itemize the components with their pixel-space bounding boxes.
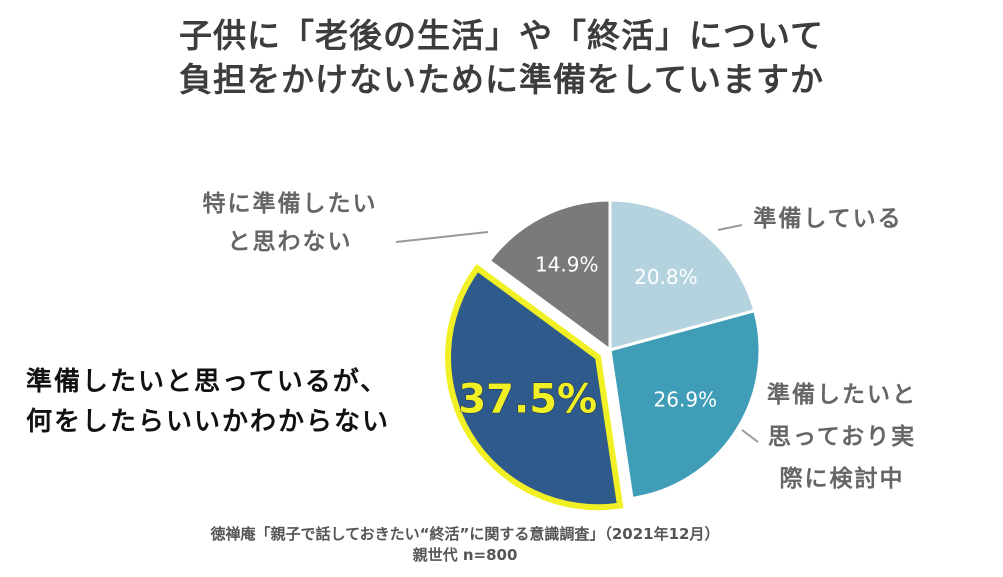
- slice-category-line: 特に準備したい: [203, 190, 378, 217]
- slice-value-label-1: 20.8%: [634, 265, 698, 289]
- slice-category-line: 際に検討中: [780, 465, 905, 492]
- pie-slice-2: [608, 308, 762, 501]
- chart-title: 子供に「老後の生活」や「終活」について 負担をかけないために準備をしていますか: [0, 14, 1003, 102]
- slice-category-label-4: 特に準備したいと思わない: [203, 190, 378, 255]
- title-line-2: 負担をかけないために準備をしていますか: [178, 60, 824, 99]
- slice-category-line: 思っており実: [768, 423, 916, 450]
- slice-category-label-1: 準備している: [753, 205, 902, 232]
- slice-value-label-4: 14.9%: [535, 252, 599, 276]
- source-note: 徳禅庵「親子で話しておきたい“終活”に関する意識調査」（2021年12月） 親世…: [0, 524, 930, 566]
- leader-line-2: [741, 429, 759, 443]
- slice-value-label-3: 37.5%: [458, 376, 597, 422]
- slice-category-label-3: 準備したいと思っているが、何をしたらいいかわからない: [26, 366, 390, 437]
- slice-category-line: と思わない: [228, 229, 353, 255]
- slice-category-label-2: 準備したいと思っており実際に検討中: [767, 381, 917, 492]
- slice-category-line: 準備したいと: [767, 381, 917, 408]
- pie-slice-4: [487, 198, 612, 353]
- leader-line-4: [395, 231, 489, 243]
- slice-category-line: 何をしたらいいかわからない: [26, 407, 390, 437]
- source-line-2: 親世代 n=800: [412, 546, 518, 564]
- pie-slice-3: [445, 263, 624, 511]
- title-line-1: 子供に「老後の生活」や「終活」について: [178, 16, 824, 55]
- slice-category-line: 準備したいと思っているが、: [26, 366, 388, 397]
- pie-slice-1: [608, 198, 757, 352]
- source-line-1: 徳禅庵「親子で話しておきたい“終活”に関する意識調査」（2021年12月）: [210, 525, 720, 543]
- leader-line-1: [717, 224, 743, 231]
- slice-category-line: 準備している: [753, 205, 902, 232]
- slice-value-label-2: 26.9%: [654, 387, 718, 411]
